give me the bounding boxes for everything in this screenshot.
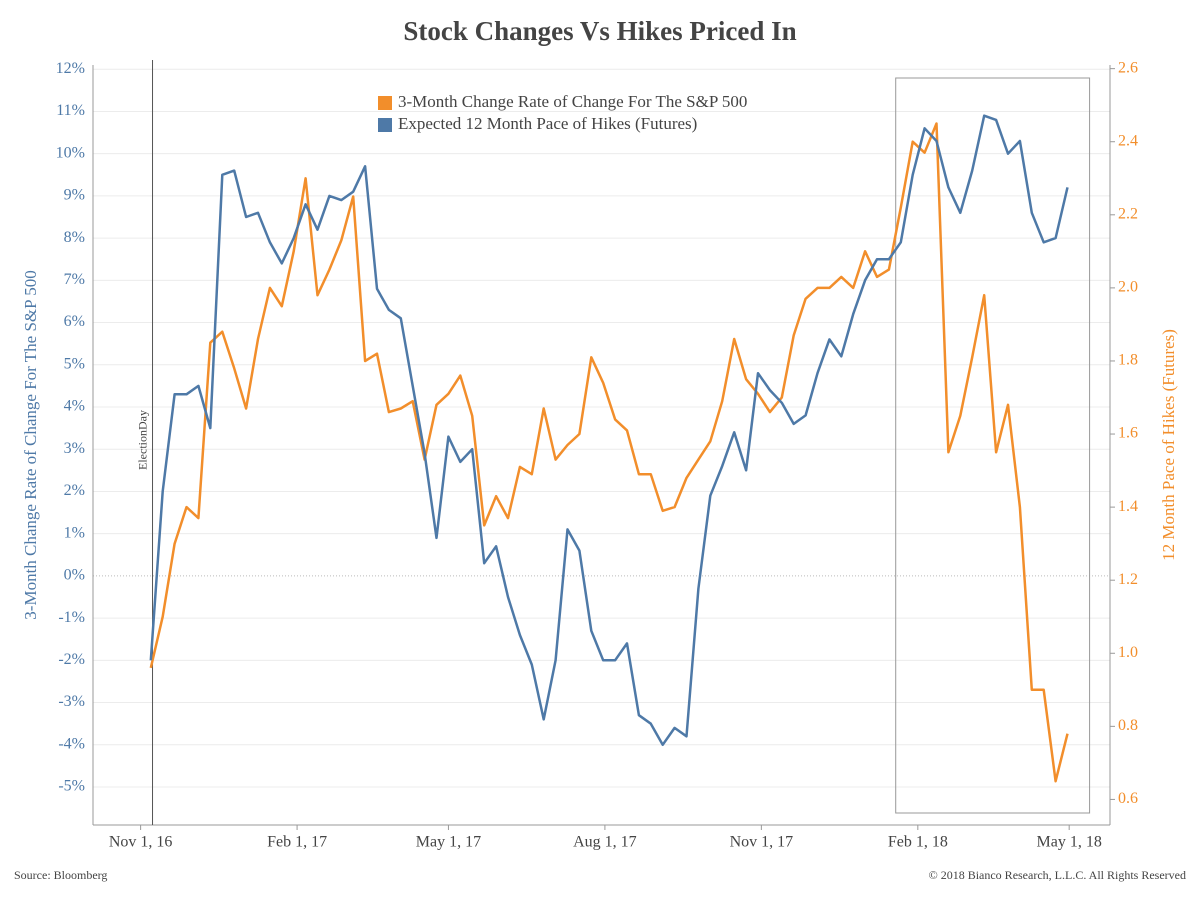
source: Source: Bloomberg — [14, 868, 107, 882]
y-tick-label: 8% — [64, 229, 85, 246]
y2-tick-label: 2.0 — [1118, 279, 1138, 296]
line-series — [149, 122, 1069, 783]
x-tick-label: Nov 1, 16 — [109, 834, 173, 851]
x-tick-label: Nov 1, 17 — [730, 834, 794, 851]
legend-label: Expected 12 Month Pace of Hikes (Futures… — [398, 114, 697, 133]
y2-axis-label: 12 Month Pace of Hikes (Futures) — [1159, 329, 1178, 561]
x-tick-label: Feb 1, 17 — [267, 834, 327, 851]
legend-swatch — [378, 118, 392, 132]
y2-tick-label: 2.2 — [1118, 205, 1138, 222]
y-tick-label: 10% — [56, 144, 85, 161]
legend-swatch — [378, 96, 392, 110]
y2-tick-label: 2.4 — [1118, 132, 1138, 149]
y-tick-label: 5% — [64, 355, 85, 372]
x-tick-label: May 1, 18 — [1037, 834, 1102, 851]
y-tick-label: -3% — [58, 693, 85, 710]
highlight-box — [895, 77, 1091, 814]
annotation-label: ElectionDay — [135, 410, 149, 470]
y-tick-label: 11% — [56, 102, 85, 119]
y2-tick-label: 1.4 — [1118, 498, 1138, 515]
y-tick-label: 3% — [64, 440, 85, 457]
y-tick-label: 2% — [64, 482, 85, 499]
y-tick-label: 9% — [64, 187, 85, 204]
y-tick-label: 7% — [64, 271, 85, 288]
y-tick-label: -1% — [58, 609, 85, 626]
y2-tick-label: 1.8 — [1118, 352, 1138, 369]
y2-tick-label: 0.6 — [1118, 790, 1138, 807]
y-tick-label: 0% — [64, 567, 85, 584]
y2-tick-label: 0.8 — [1118, 717, 1138, 734]
x-tick-label: May 1, 17 — [416, 834, 481, 851]
y-axis-label: 3-Month Change Rate of Change For The S&… — [21, 270, 40, 619]
y-tick-label: 1% — [64, 524, 85, 541]
y-tick-label: 6% — [64, 313, 85, 330]
chart-title: Stock Changes Vs Hikes Priced In — [403, 16, 796, 46]
x-tick-label: Aug 1, 17 — [573, 834, 637, 851]
y-tick-label: 4% — [64, 398, 85, 415]
y2-tick-label: 2.6 — [1118, 59, 1138, 76]
y-tick-label: -5% — [58, 778, 85, 795]
y2-tick-label: 1.2 — [1118, 571, 1138, 588]
legend-label: 3-Month Change Rate of Change For The S&… — [398, 92, 747, 111]
x-tick-label: Feb 1, 18 — [888, 834, 948, 851]
y-tick-label: -4% — [58, 735, 85, 752]
y2-tick-label: 1.0 — [1118, 644, 1138, 661]
y-tick-label: -2% — [58, 651, 85, 668]
copyright: © 2018 Bianco Research, L.L.C. All Right… — [929, 868, 1186, 882]
y-tick-label: 12% — [56, 60, 85, 77]
line-series — [149, 114, 1069, 747]
y2-tick-label: 1.6 — [1118, 425, 1138, 442]
